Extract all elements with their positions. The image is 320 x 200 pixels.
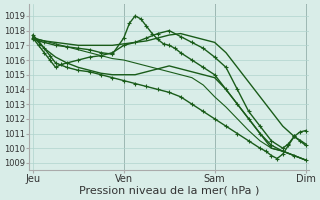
X-axis label: Pression niveau de la mer( hPa ): Pression niveau de la mer( hPa ) bbox=[79, 186, 260, 196]
